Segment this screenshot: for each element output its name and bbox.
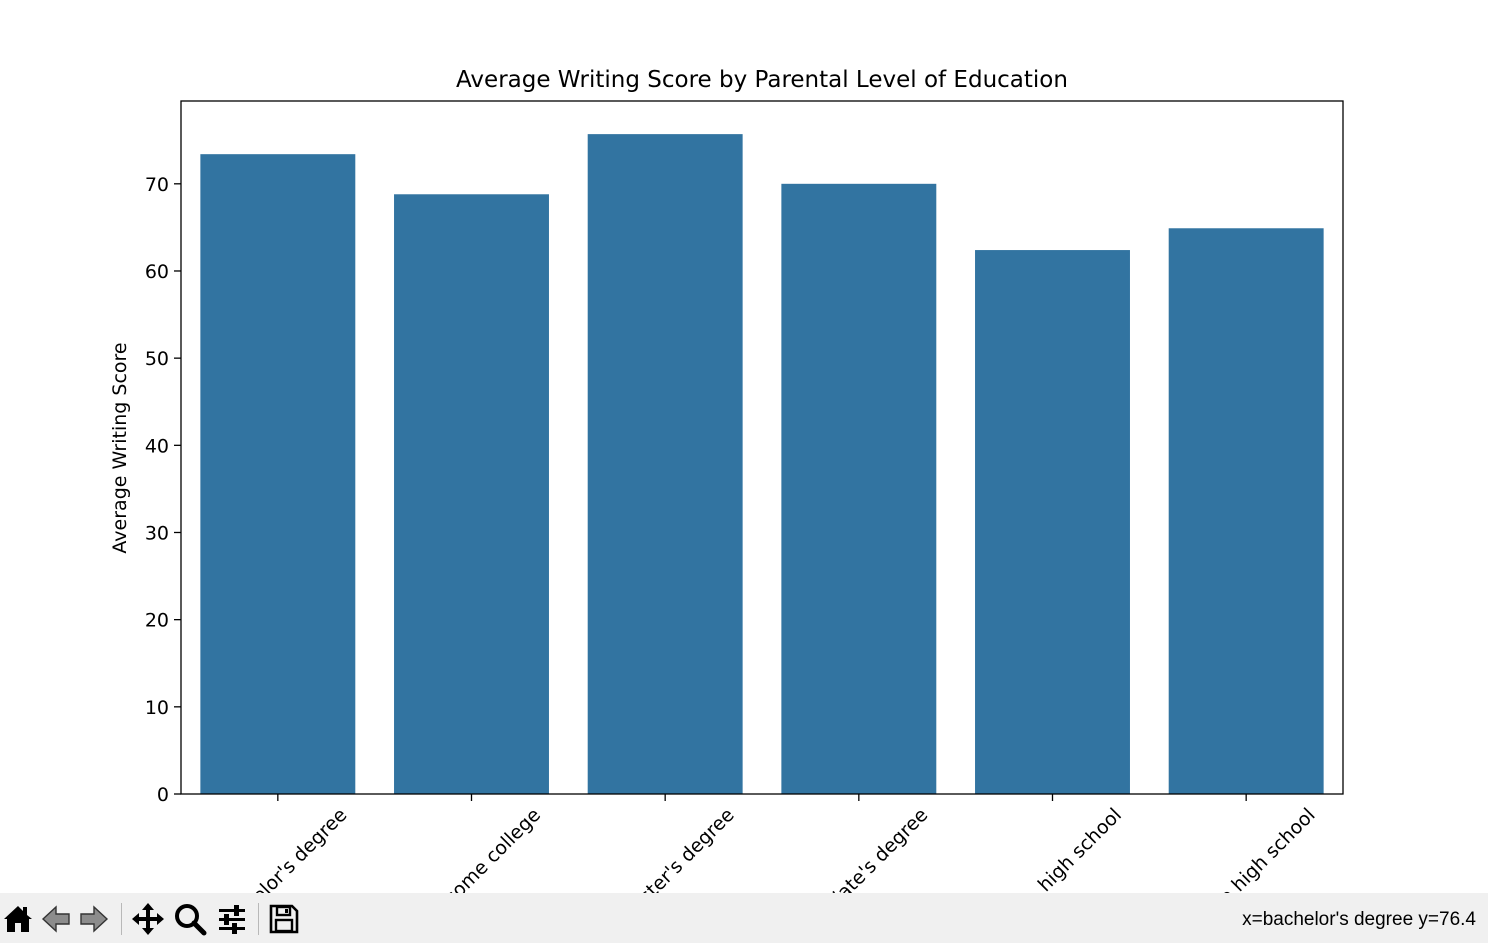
y-axis-ticks: 0 10 20 30 40 50 60 70	[145, 174, 181, 806]
bar	[1168, 228, 1324, 794]
configure-subplots-button[interactable]	[214, 901, 250, 937]
back-button[interactable]	[38, 901, 74, 937]
zoom-icon	[175, 904, 207, 936]
x-tick-label: some college	[440, 804, 545, 893]
y-tick-label: 70	[145, 174, 169, 196]
toolbar-separator	[121, 903, 122, 935]
y-tick-label: 40	[145, 435, 169, 457]
y-axis-label: Average Writing Score	[109, 342, 131, 553]
y-tick-label: 10	[145, 697, 169, 719]
bar	[587, 134, 743, 795]
y-tick-label: 50	[145, 348, 169, 370]
y-tick-label: 30	[145, 522, 169, 544]
y-tick-label: 0	[157, 784, 169, 806]
save-button[interactable]	[266, 901, 302, 937]
x-tick-label: high school	[1034, 804, 1126, 893]
plot-area-frame	[180, 100, 1344, 795]
x-tick-label: bachelor's degree	[215, 804, 351, 893]
chart-title: Average Writing Score by Parental Level …	[456, 67, 1068, 93]
cursor-coordinates-readout: x=bachelor's degree y=76.4	[1242, 909, 1476, 930]
configure-subplots-icon	[219, 905, 245, 934]
bar	[781, 183, 937, 794]
home-icon	[4, 906, 32, 932]
bars	[200, 134, 1324, 795]
home-button[interactable]	[0, 901, 36, 937]
pan-icon	[132, 903, 164, 935]
bar	[394, 194, 549, 794]
figure-canvas[interactable]: Average Writing Score by Parental Level …	[0, 0, 1488, 893]
bar	[975, 250, 1130, 795]
x-tick-label: master's degree	[614, 804, 739, 893]
toolbar-separator	[258, 903, 259, 935]
forward-button[interactable]	[76, 901, 112, 937]
x-axis-ticks: bachelor's degree some college master's de…	[215, 794, 1320, 893]
y-tick-label: 60	[145, 261, 169, 283]
zoom-button[interactable]	[172, 901, 208, 937]
navigation-toolbar: x=bachelor's degree y=76.4	[0, 893, 1488, 943]
bar-chart: Average Writing Score by Parental Level …	[109, 67, 1344, 893]
bar	[200, 154, 356, 794]
save-icon	[269, 904, 299, 934]
x-tick-label: associate's degree	[791, 804, 932, 893]
forward-arrow-icon	[80, 905, 109, 933]
pan-button[interactable]	[130, 901, 166, 937]
back-arrow-icon	[41, 905, 70, 933]
x-tick-label: some high school	[1187, 804, 1320, 893]
y-tick-label: 20	[145, 610, 169, 632]
